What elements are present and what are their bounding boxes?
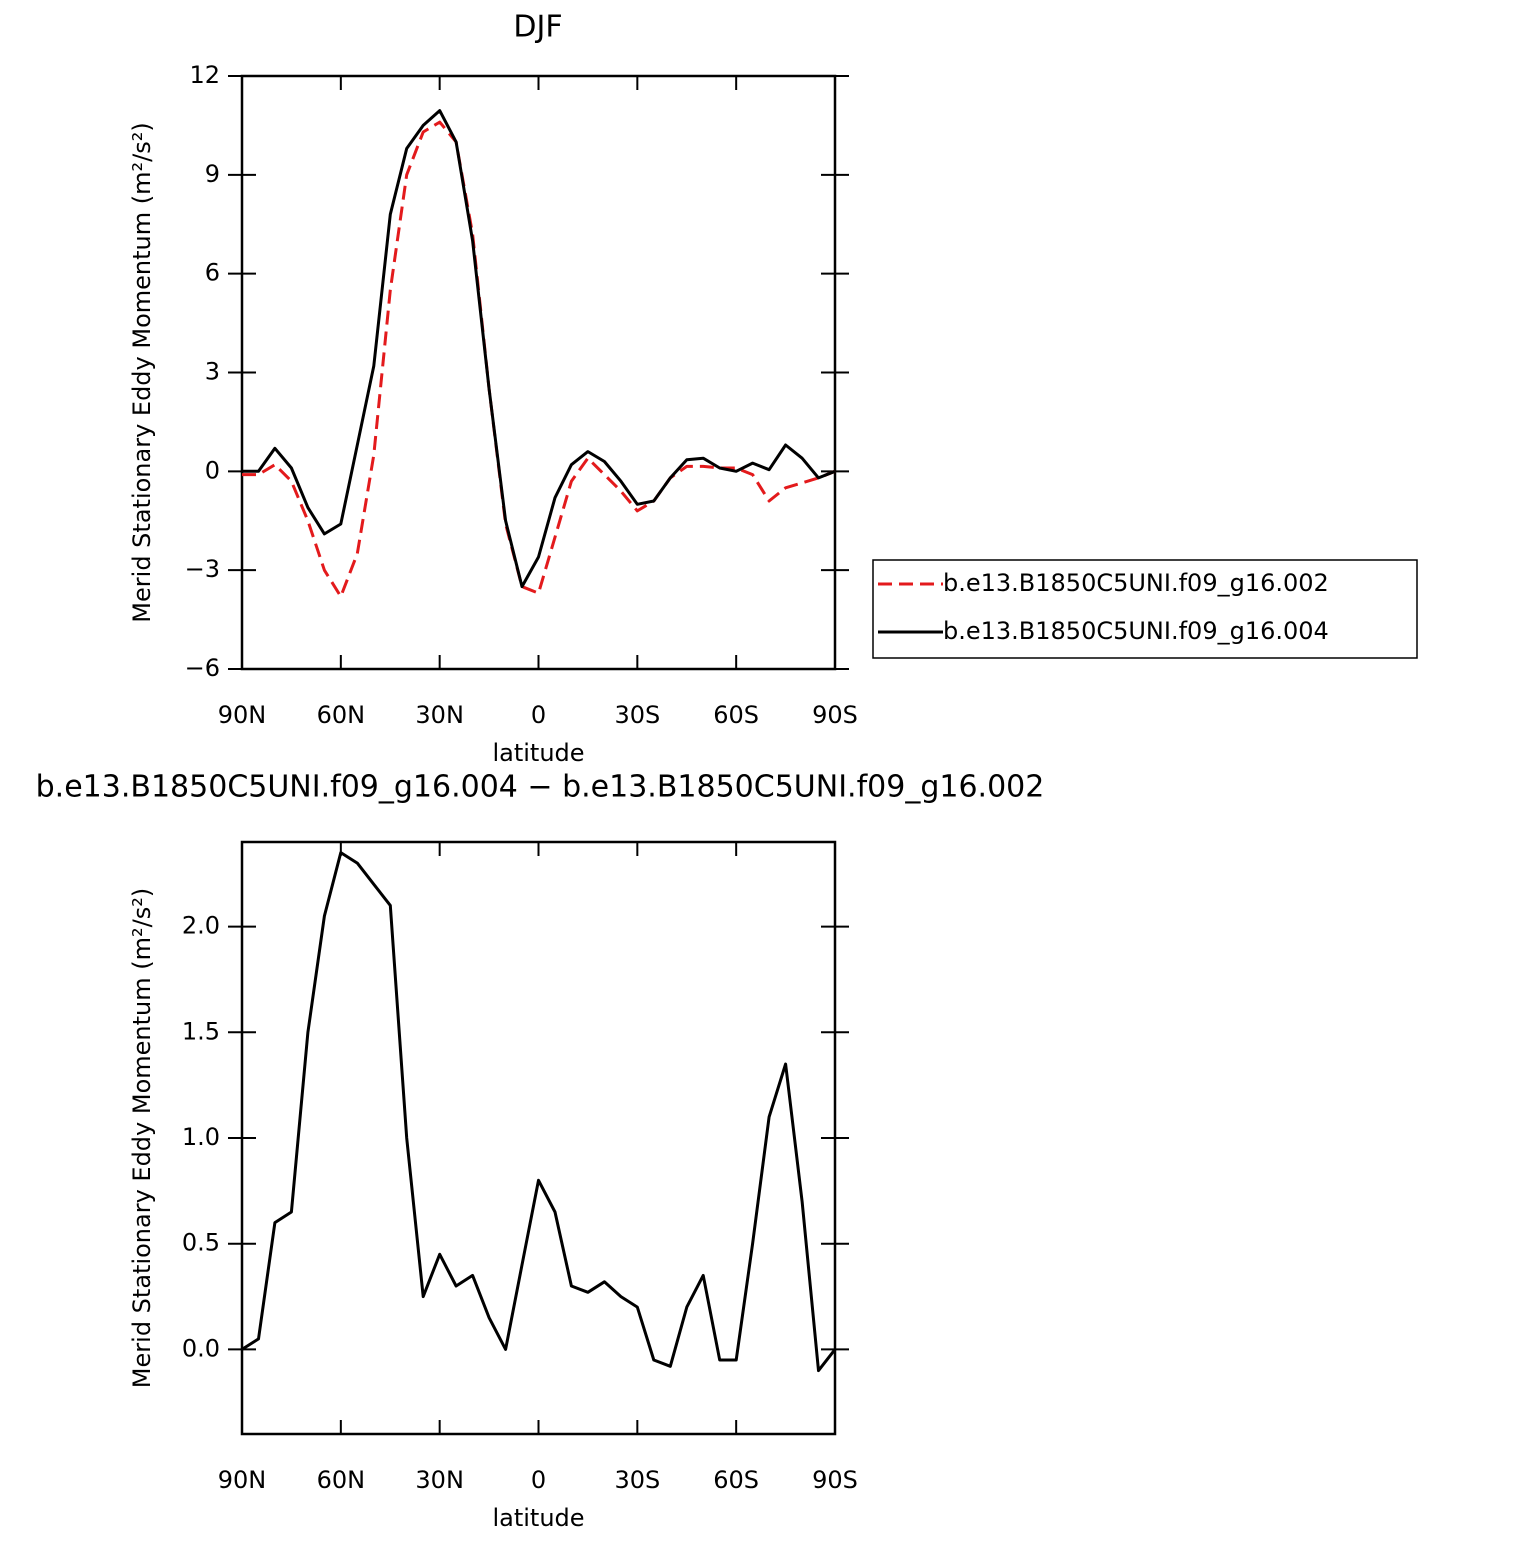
chart-title: DJF [513, 10, 562, 45]
y-tick-label: −6 [185, 654, 220, 682]
plot-frame [240, 74, 837, 671]
x-tick-label: 60S [713, 1466, 759, 1494]
series-line [241, 851, 837, 1373]
y-tick-label: 0 [205, 456, 220, 484]
x-tick-label: 30N [415, 1466, 464, 1494]
y-tick-label: 9 [205, 160, 220, 188]
x-tick-label: 90N [218, 701, 267, 729]
x-axis-label: latitude [492, 739, 584, 767]
x-tick-label: 0 [531, 701, 546, 729]
legend-label: b.e13.B1850C5UNI.f09_g16.004 [943, 617, 1329, 645]
x-tick-label: 30S [614, 1466, 660, 1494]
y-tick-label: 3 [205, 358, 220, 386]
y-tick-label: 12 [189, 61, 220, 89]
x-tick-label: 60N [317, 701, 366, 729]
y-tick-label: 1.0 [182, 1123, 220, 1151]
legend-label: b.e13.B1850C5UNI.f09_g16.002 [943, 569, 1329, 597]
x-tick-label: 30N [415, 701, 464, 729]
x-axis-label: latitude [492, 1504, 584, 1532]
x-tick-label: 0 [531, 1466, 546, 1494]
y-tick-label: 0.5 [182, 1229, 220, 1257]
series-line [242, 120, 836, 598]
x-tick-label: 90N [218, 1466, 267, 1494]
y-axis-label: Merid Stationary Eddy Momentum (m²/s²) [128, 888, 156, 1388]
y-tick-label: 1.5 [182, 1017, 220, 1045]
x-tick-label: 30S [614, 701, 660, 729]
y-tick-label: 0.0 [182, 1334, 220, 1362]
y-axis-label: Merid Stationary Eddy Momentum (m²/s²) [128, 122, 156, 622]
chart-title: b.e13.B1850C5UNI.f09_g16.004 − b.e13.B18… [36, 770, 1045, 805]
x-tick-label: 90S [812, 701, 858, 729]
x-tick-label: 90S [812, 1466, 858, 1494]
legend-box [872, 559, 1418, 659]
y-tick-label: 2.0 [182, 912, 220, 940]
x-tick-label: 60N [317, 1466, 366, 1494]
y-tick-label: 6 [205, 259, 220, 287]
plot-frame [240, 840, 837, 1436]
x-tick-label: 60S [713, 701, 759, 729]
series-line [242, 109, 836, 589]
y-tick-label: −3 [185, 555, 220, 583]
